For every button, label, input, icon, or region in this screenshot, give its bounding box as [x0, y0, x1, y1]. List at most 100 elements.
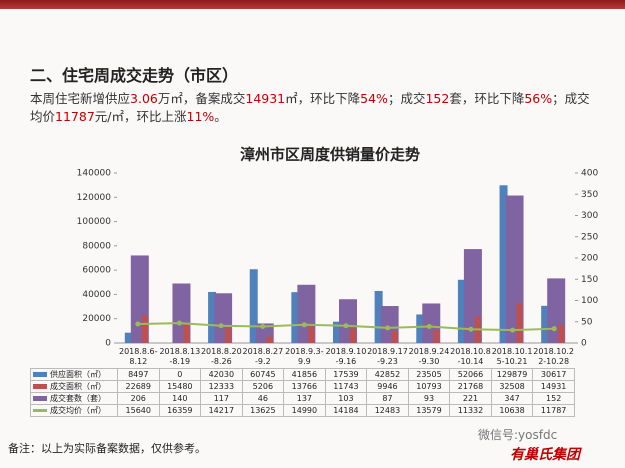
table-value: 137: [283, 392, 326, 405]
table-value: 15480: [158, 380, 202, 393]
category-label: 2018.8.6-8.12: [119, 347, 158, 366]
table-value: 87: [366, 392, 409, 405]
category-label: 2018.9.3-9.9: [285, 347, 324, 366]
summary-part: 套，环比下降: [449, 91, 525, 106]
wechat-id: 微信号:yosfdc: [478, 428, 558, 442]
bar: [374, 290, 383, 343]
data-table: 2018.8.6-8.12 2018.8.13-8.19 2018.8.20-8.2…: [30, 346, 575, 417]
line-marker: [260, 323, 266, 329]
y2-tick-label: 200: [581, 254, 598, 264]
category-label: 2018.8.20-8.26: [200, 347, 242, 366]
table-value: 10638: [490, 404, 534, 417]
legend-label: 成交均价（㎡）: [50, 405, 106, 415]
table-value: 14931: [532, 380, 575, 393]
series-row: 成交套数（套） 206 140 117 46 137 103 87 93 221 347 152: [30, 392, 575, 405]
legend-label: 成交套数（套）: [50, 393, 106, 403]
bar: [266, 336, 273, 343]
table-value: 152: [532, 392, 575, 405]
summary-part: 11787: [55, 109, 95, 124]
table-value: 13625: [241, 404, 285, 417]
y-tick-label: 80000: [82, 241, 111, 251]
category-label: 2018.10.8-10.14: [450, 347, 491, 366]
y2-tick-label: 100: [581, 296, 598, 306]
legend-swatch: [33, 371, 47, 377]
chart-title: 漳州市区周度供销量价走势: [240, 146, 420, 164]
line-marker: [218, 323, 224, 329]
y-tick-label: 20000: [82, 314, 111, 324]
series-row: 成交均价（㎡） 15640 16359 14217 13625 14990 14184 124…: [30, 404, 575, 417]
y-tick-label: 100000: [77, 217, 112, 227]
table-value: 52066: [449, 368, 492, 381]
category-label: 2018.9.10-9.16: [325, 347, 367, 366]
table-value: 42030: [200, 368, 243, 381]
table-value: 10793: [407, 380, 451, 393]
table-value: 23505: [407, 368, 451, 381]
y-tick-label: 60000: [82, 266, 111, 276]
table-value: 8497: [117, 368, 160, 381]
table-value: 14184: [324, 404, 368, 417]
y-tick-label: 120000: [77, 193, 112, 203]
bar: [308, 326, 315, 343]
y2-tick-label: 350: [581, 190, 598, 200]
table-value: 12333: [200, 380, 243, 393]
brand: 有巢氏集团: [510, 447, 580, 463]
summary-part: 11%: [186, 109, 215, 124]
bar: [225, 328, 232, 343]
table-value: 14217: [200, 404, 243, 417]
table-value: 32508: [490, 380, 534, 393]
summary-part: 元/㎡，环比上涨: [94, 109, 187, 124]
line-marker: [135, 321, 141, 327]
y-tick-label: 40000: [82, 290, 111, 300]
y2-tick-label: 300: [581, 211, 598, 221]
legend-swatch: [33, 383, 47, 389]
table-value: 21768: [449, 380, 492, 393]
footnote: 备注：以上为实际备案数据，仅供参考。: [8, 442, 206, 455]
bar: [249, 269, 258, 343]
bar: [333, 321, 341, 343]
top-bar: [0, 0, 625, 9]
table-value: 41856: [283, 368, 326, 381]
table-value: 5206: [241, 380, 285, 393]
y2-tick-label: 0: [581, 339, 587, 349]
series-row: 供应面积（㎡） 8497 0 42030 60745 41856 17539 42852 235…: [30, 368, 575, 381]
bar: [141, 315, 148, 343]
section-title: 二、住宅周成交走势（市区）: [30, 66, 239, 85]
table-value: 347: [490, 392, 534, 405]
legend-entry: 成交均价（㎡）: [30, 404, 118, 417]
summary-part: 。: [214, 109, 227, 124]
corner: [31, 346, 118, 369]
category-label: 2018.9.24-9.30: [408, 347, 450, 366]
table-value: 11332: [449, 404, 492, 417]
table-value: 13579: [407, 404, 451, 417]
summary-part: 本周住宅新增供应: [30, 91, 131, 106]
table-value: 42852: [366, 368, 409, 381]
bar: [183, 324, 190, 343]
bar: [499, 185, 508, 343]
y-tick-label: 140000: [77, 169, 112, 179]
table-value: 11743: [324, 380, 368, 393]
table-value: 206: [117, 392, 160, 405]
series-row: 成交面积（㎡） 22689 15480 12333 5206 13766 11743 9946…: [30, 380, 575, 393]
category-label: 2018.10.22-10.28: [533, 347, 575, 366]
y-tick-label: 0: [105, 339, 111, 349]
category-row: 2018.8.6-8.12 2018.8.13-8.19 2018.8.20-8.2…: [31, 346, 575, 369]
line-marker: [551, 326, 557, 332]
line-marker: [426, 324, 432, 330]
bar: [558, 324, 565, 343]
bar: [416, 314, 425, 343]
bar: [457, 279, 466, 343]
table-value: 46: [241, 392, 285, 405]
summary-part: ；成交: [387, 91, 426, 106]
y2-tick-label: 150: [581, 275, 598, 285]
table-value: 129879: [490, 368, 534, 381]
legend-label: 成交面积（㎡）: [50, 381, 106, 391]
table-value: 15640: [117, 404, 160, 417]
table-value: 12483: [366, 404, 409, 417]
table-value: 221: [449, 392, 492, 405]
summary-part: 54%: [360, 91, 388, 106]
summary-part: 56%: [524, 91, 553, 106]
y2-tick-label: 250: [581, 232, 598, 242]
summary-part: 3.06: [130, 91, 158, 106]
